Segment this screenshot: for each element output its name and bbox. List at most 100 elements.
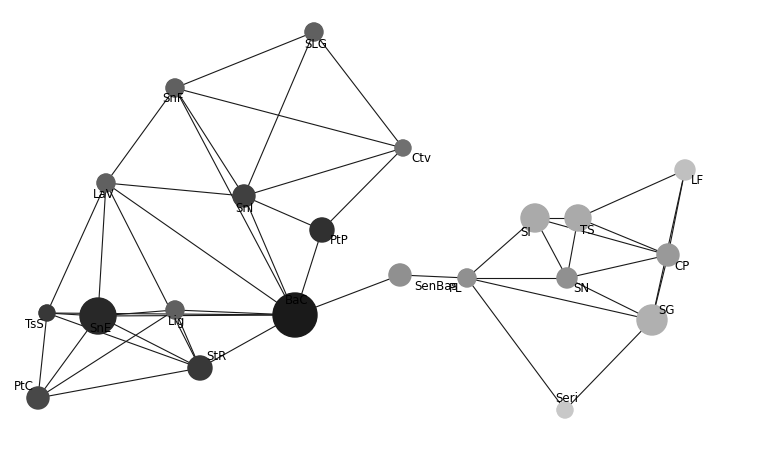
Circle shape (192, 360, 207, 374)
Text: Ctv: Ctv (411, 152, 431, 166)
Circle shape (392, 267, 406, 281)
Circle shape (306, 24, 321, 39)
Circle shape (316, 224, 326, 235)
Circle shape (174, 308, 176, 311)
Circle shape (680, 164, 690, 175)
Circle shape (39, 305, 55, 321)
Circle shape (646, 314, 657, 324)
Circle shape (460, 271, 473, 284)
Circle shape (96, 314, 99, 318)
Circle shape (190, 358, 209, 377)
Circle shape (396, 140, 411, 156)
Circle shape (172, 85, 177, 90)
Circle shape (193, 361, 206, 374)
Circle shape (561, 407, 568, 412)
Circle shape (523, 206, 547, 230)
Circle shape (562, 273, 571, 281)
Circle shape (174, 309, 175, 310)
Circle shape (650, 318, 653, 321)
Circle shape (167, 301, 184, 318)
Text: Lig: Lig (168, 316, 186, 328)
Circle shape (521, 204, 549, 232)
Circle shape (44, 310, 49, 315)
Circle shape (45, 311, 48, 315)
Circle shape (45, 311, 48, 314)
Circle shape (400, 145, 405, 150)
Circle shape (41, 307, 53, 318)
Text: TsS: TsS (25, 318, 44, 331)
Circle shape (459, 271, 474, 285)
Circle shape (390, 265, 409, 285)
Text: LaV: LaV (93, 188, 115, 201)
Circle shape (32, 392, 42, 402)
Circle shape (84, 303, 110, 328)
Circle shape (396, 271, 403, 278)
Circle shape (558, 403, 571, 416)
Text: SenBas: SenBas (414, 280, 458, 293)
Circle shape (286, 306, 302, 322)
Circle shape (558, 403, 572, 417)
Circle shape (85, 303, 109, 327)
Circle shape (30, 390, 45, 405)
Circle shape (169, 82, 180, 93)
Circle shape (320, 229, 323, 231)
Circle shape (189, 357, 210, 378)
Circle shape (313, 221, 330, 239)
Circle shape (660, 247, 675, 262)
Circle shape (651, 319, 653, 321)
Circle shape (36, 396, 39, 399)
Circle shape (194, 362, 204, 373)
Circle shape (561, 272, 571, 282)
Circle shape (676, 161, 694, 179)
Circle shape (42, 308, 51, 317)
Circle shape (462, 273, 471, 282)
Circle shape (568, 207, 588, 227)
Circle shape (194, 361, 205, 373)
Text: SnF: SnF (162, 92, 184, 106)
Circle shape (309, 27, 318, 36)
Circle shape (577, 216, 579, 219)
Circle shape (458, 270, 475, 286)
Circle shape (169, 304, 180, 315)
Circle shape (641, 309, 662, 330)
Circle shape (394, 269, 405, 280)
Text: LF: LF (691, 175, 704, 188)
Circle shape (174, 87, 176, 89)
Text: TS: TS (580, 225, 594, 238)
Circle shape (665, 252, 670, 257)
Circle shape (559, 404, 570, 415)
Circle shape (101, 178, 111, 188)
Circle shape (569, 209, 585, 225)
Circle shape (29, 389, 46, 406)
Text: SN: SN (573, 282, 589, 295)
Circle shape (662, 249, 672, 259)
Circle shape (680, 165, 689, 174)
Circle shape (561, 405, 568, 414)
Circle shape (45, 312, 48, 314)
Circle shape (522, 205, 548, 230)
Circle shape (308, 26, 319, 37)
Circle shape (459, 270, 475, 285)
Circle shape (174, 309, 176, 311)
Circle shape (103, 180, 108, 185)
Circle shape (391, 266, 409, 283)
Circle shape (558, 404, 571, 416)
Circle shape (559, 405, 570, 415)
Circle shape (283, 303, 305, 325)
Circle shape (28, 389, 46, 406)
Circle shape (306, 24, 321, 39)
Circle shape (104, 180, 108, 185)
Circle shape (41, 307, 51, 318)
Circle shape (648, 317, 654, 322)
Circle shape (100, 177, 111, 189)
Circle shape (94, 312, 101, 319)
Circle shape (311, 219, 333, 240)
Circle shape (530, 213, 538, 221)
Circle shape (662, 249, 673, 260)
Circle shape (276, 296, 312, 332)
Circle shape (234, 186, 253, 205)
Circle shape (678, 163, 691, 176)
Circle shape (39, 305, 55, 321)
Circle shape (572, 212, 582, 222)
Circle shape (460, 271, 473, 284)
